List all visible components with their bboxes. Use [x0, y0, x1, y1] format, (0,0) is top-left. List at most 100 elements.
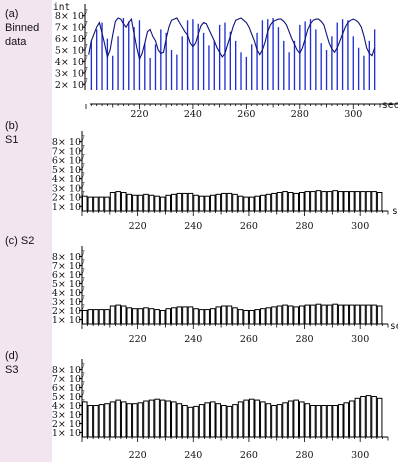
bar — [159, 399, 166, 438]
y-tick-label: 5× 10 — [52, 392, 81, 403]
bar — [299, 24, 301, 90]
bar — [98, 404, 105, 438]
bar — [276, 192, 283, 212]
bar — [138, 20, 141, 91]
bar — [87, 196, 94, 212]
bar — [87, 309, 94, 325]
bar — [248, 398, 255, 438]
panel-label-b: (b) S1 — [5, 120, 19, 146]
y-tick-exponent: 7 — [81, 269, 85, 276]
bar — [137, 402, 144, 438]
bar — [122, 18, 125, 90]
y-tick-exponent: 7 — [81, 296, 85, 303]
y-tick-label: 7× 10 — [52, 261, 81, 272]
bar — [165, 32, 167, 90]
bar — [371, 191, 377, 212]
x-tick-label: 260 — [240, 334, 258, 345]
x-tick-label: 280 — [291, 109, 309, 119]
y-tick-exponent: 7 — [81, 305, 85, 312]
bar — [265, 307, 272, 325]
bar — [248, 196, 255, 212]
bar — [254, 399, 261, 438]
bar — [198, 309, 205, 325]
y-tick-label: 2× 10 — [52, 193, 81, 204]
bar — [126, 307, 133, 325]
x-tick-label: 260 — [237, 109, 255, 119]
bar — [148, 308, 155, 325]
x-axis-title: se — [390, 321, 398, 332]
y-tick-exponent: 7 — [81, 145, 85, 152]
bar — [271, 306, 277, 325]
bar — [171, 401, 177, 438]
y-tick-label: 8× 10 — [55, 11, 84, 22]
y-tick-exponent: 7 — [81, 191, 85, 198]
bar — [226, 192, 233, 212]
bar — [193, 405, 199, 438]
bar — [187, 306, 194, 325]
bar — [181, 36, 183, 90]
bar — [248, 310, 255, 325]
x-axis-title: sec — [382, 100, 398, 111]
y-tick-label: 1× 10 — [52, 428, 81, 439]
bar — [357, 47, 360, 90]
bar — [215, 306, 222, 325]
y-tick-label: 2× 10 — [55, 80, 84, 91]
bar — [343, 304, 350, 325]
bar — [226, 305, 233, 325]
bar — [315, 405, 322, 438]
bar — [176, 54, 178, 90]
bar — [251, 44, 253, 90]
bar — [137, 194, 144, 212]
y-tick-label: 6× 10 — [52, 383, 81, 394]
bar — [176, 403, 183, 438]
bar — [115, 399, 121, 438]
bar — [132, 194, 138, 212]
bar — [354, 304, 361, 325]
bar — [371, 396, 377, 438]
bar — [304, 21, 306, 90]
y-tick-label: 8× 10 — [52, 137, 81, 148]
bar — [376, 192, 383, 212]
bar — [221, 192, 227, 212]
bar — [363, 55, 365, 90]
bar — [254, 195, 261, 212]
bar — [132, 308, 138, 325]
bar — [143, 193, 149, 212]
y-tick-label: 6× 10 — [52, 270, 81, 281]
y-tick-label: 1× 10 — [52, 202, 81, 213]
x-tick-label: 300 — [351, 334, 369, 345]
bar — [215, 193, 222, 212]
bar — [148, 194, 155, 212]
bar — [112, 55, 114, 90]
y-tick-exponent: 7 — [84, 78, 88, 85]
bar — [115, 304, 121, 325]
y-tick-label: 5× 10 — [52, 165, 81, 176]
bar — [265, 193, 272, 212]
bar — [101, 22, 103, 91]
bar — [193, 308, 199, 325]
bar — [277, 27, 280, 90]
bar — [310, 191, 316, 212]
y-tick-label: 5× 10 — [52, 279, 81, 290]
bar — [315, 190, 322, 212]
bar — [148, 399, 155, 438]
x-tick-label: 240 — [184, 109, 202, 119]
y-tick-label: 8× 10 — [52, 365, 81, 376]
bar — [98, 309, 105, 325]
bar — [109, 192, 116, 212]
bar — [282, 402, 288, 438]
bar — [341, 19, 344, 91]
bar — [143, 400, 149, 438]
y-tick-exponent: 7 — [81, 373, 85, 380]
bar — [352, 36, 354, 90]
bar — [154, 44, 157, 90]
bar — [304, 403, 311, 438]
bar — [218, 24, 221, 90]
bar — [265, 403, 272, 438]
bar — [337, 404, 344, 438]
bar — [154, 309, 160, 325]
bar — [198, 195, 205, 212]
